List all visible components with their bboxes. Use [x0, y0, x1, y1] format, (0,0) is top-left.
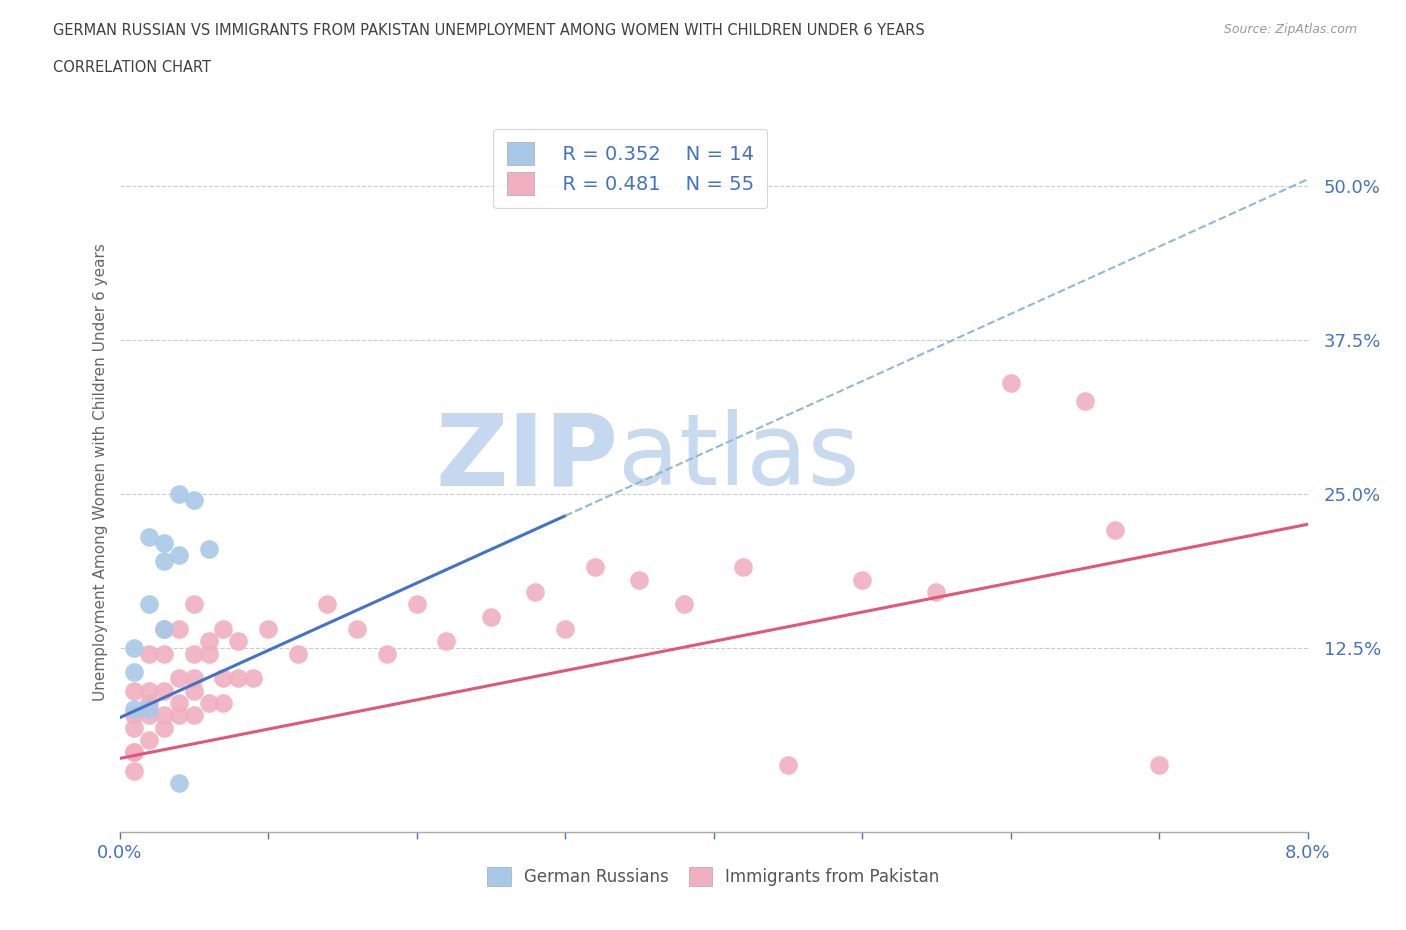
Point: [1147, 757, 1170, 772]
Point: [167, 548, 190, 563]
Point: [153, 621, 176, 636]
Text: CORRELATION CHART: CORRELATION CHART: [53, 60, 211, 75]
Point: [138, 684, 160, 698]
Point: [212, 696, 235, 711]
Text: atlas: atlas: [619, 409, 860, 506]
Point: [183, 646, 205, 661]
Point: [124, 684, 146, 698]
Text: Source: ZipAtlas.com: Source: ZipAtlas.com: [1223, 23, 1357, 36]
Point: [124, 745, 146, 760]
Point: [138, 708, 160, 723]
Point: [183, 597, 205, 612]
Point: [124, 640, 146, 655]
Point: [479, 609, 502, 624]
Point: [212, 621, 235, 636]
Point: [925, 585, 948, 600]
Point: [287, 646, 309, 661]
Point: [851, 572, 873, 587]
Point: [167, 671, 190, 685]
Point: [167, 696, 190, 711]
Point: [583, 560, 606, 575]
Point: [212, 671, 235, 685]
Point: [228, 634, 250, 649]
Point: [242, 671, 264, 685]
Point: [124, 708, 146, 723]
Point: [1000, 375, 1022, 390]
Point: [197, 634, 219, 649]
Point: [257, 621, 280, 636]
Point: [1074, 393, 1097, 408]
Point: [228, 671, 250, 685]
Point: [628, 572, 651, 587]
Point: [153, 554, 176, 569]
Y-axis label: Unemployment Among Women with Children Under 6 years: Unemployment Among Women with Children U…: [93, 243, 108, 701]
Point: [124, 764, 146, 778]
Point: [138, 696, 160, 711]
Point: [167, 776, 190, 790]
Point: [153, 646, 176, 661]
Point: [183, 492, 205, 507]
Point: [138, 646, 160, 661]
Point: [124, 745, 146, 760]
Point: [776, 757, 799, 772]
Point: [346, 621, 368, 636]
Point: [405, 597, 427, 612]
Point: [153, 684, 176, 698]
Point: [672, 597, 695, 612]
Point: [167, 621, 190, 636]
Text: GERMAN RUSSIAN VS IMMIGRANTS FROM PAKISTAN UNEMPLOYMENT AMONG WOMEN WITH CHILDRE: GERMAN RUSSIAN VS IMMIGRANTS FROM PAKIST…: [53, 23, 925, 38]
Point: [434, 634, 457, 649]
Point: [138, 529, 160, 544]
Point: [167, 708, 190, 723]
Point: [153, 708, 176, 723]
Point: [733, 560, 755, 575]
Point: [138, 733, 160, 748]
Point: [197, 696, 219, 711]
Point: [1104, 523, 1126, 538]
Point: [183, 684, 205, 698]
Point: [124, 720, 146, 735]
Point: [153, 720, 176, 735]
Point: [316, 597, 339, 612]
Point: [167, 486, 190, 501]
Point: [124, 702, 146, 717]
Point: [138, 702, 160, 717]
Point: [153, 621, 176, 636]
Point: [124, 665, 146, 680]
Point: [524, 585, 547, 600]
Point: [153, 536, 176, 551]
Point: [197, 541, 219, 556]
Text: ZIP: ZIP: [436, 409, 619, 506]
Point: [183, 708, 205, 723]
Point: [197, 646, 219, 661]
Point: [183, 671, 205, 685]
Point: [375, 646, 398, 661]
Point: [138, 597, 160, 612]
Legend: German Russians, Immigrants from Pakistan: German Russians, Immigrants from Pakista…: [481, 860, 946, 893]
Point: [554, 621, 576, 636]
